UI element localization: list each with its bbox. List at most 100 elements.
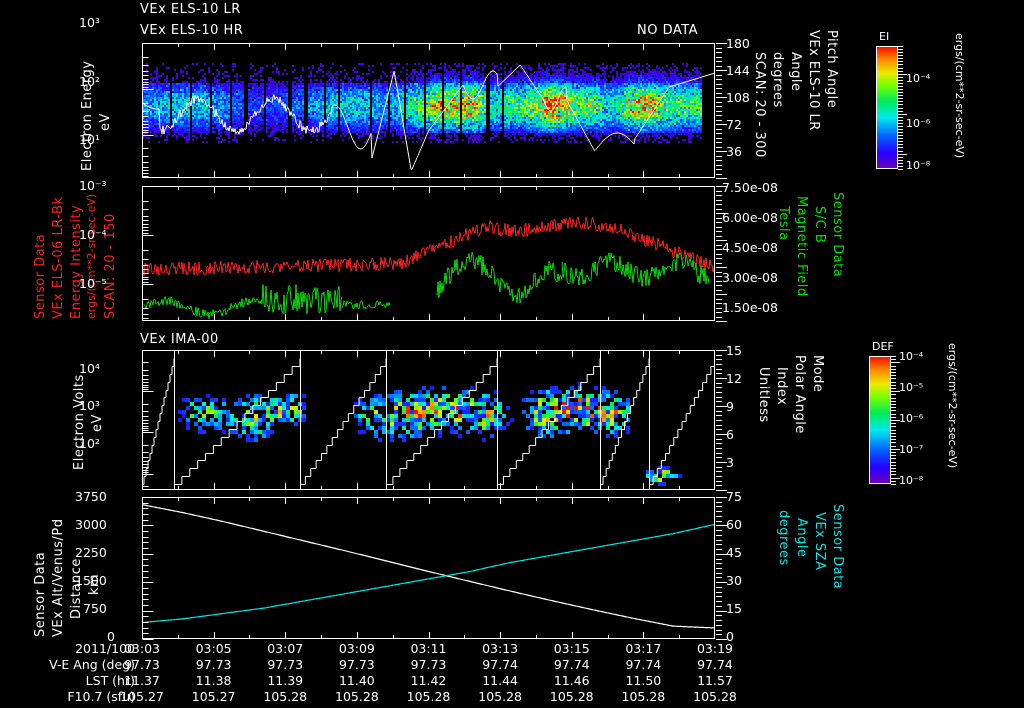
table-cell: 03:15 xyxy=(553,641,590,656)
table-cell: 11.38 xyxy=(195,673,232,688)
colorbar2-gradient xyxy=(869,356,891,484)
colorbar1-tick-1: 10⁻⁶ xyxy=(906,117,931,130)
panel2-rlabel-0: Sensor Data xyxy=(830,192,845,278)
table-cell: 97.73 xyxy=(195,657,232,672)
table-cell: 105.28 xyxy=(621,689,666,704)
table-cell: 03:05 xyxy=(195,641,232,656)
panel2-llabel-2: Energy Intensity xyxy=(69,204,84,319)
panel1-rlabel-0: Pitch Angle xyxy=(824,30,839,109)
panel4-ytick-3: 1500 xyxy=(75,573,107,588)
panel2-llabel-3: ergs/(cm**2-sr-sec-eV) xyxy=(85,193,98,319)
panel2-llabel-1: VEx ELS-06 LR-Bk xyxy=(51,196,66,319)
table-cell: 97.74 xyxy=(482,657,519,672)
axis-minor-ticks xyxy=(716,37,730,184)
panel2-rlabel-2: Magnetic Field xyxy=(794,196,809,297)
panel1-title-els10lr: VEx ELS-10 LR xyxy=(140,2,241,17)
table-cell: 97.74 xyxy=(625,657,662,672)
panel4-llabel-1: VEx Alt/Venus/Pd xyxy=(51,518,66,637)
colorbar2-tick-0: 10⁻⁴ xyxy=(899,350,924,363)
table-cell: 97.73 xyxy=(338,657,375,672)
panel3-ytick-1: 10³ xyxy=(79,398,100,413)
panel2-axis-ticks xyxy=(112,176,232,336)
panel2-llabel-0: Sensor Data xyxy=(33,233,48,319)
table-cell: 11.44 xyxy=(482,673,519,688)
colorbar2-ticks xyxy=(891,351,905,489)
panel4-rlabel-2: Angle xyxy=(794,518,809,558)
colorbar1-tick-0: 10⁻⁴ xyxy=(906,72,931,85)
colorbar1-unit: ergs/(cm**2-sr-sec-eV) xyxy=(953,33,966,159)
panel2-rtick-1: 6.00e-08 xyxy=(722,210,778,225)
table-row-label: LST (hr) xyxy=(85,673,135,688)
panel3-ylabel-line1: Electron Volts xyxy=(72,374,87,470)
colorbar2-frame xyxy=(869,356,891,484)
colorbar1-title: EI xyxy=(879,30,890,43)
panel2-rlabel-3: Tesla xyxy=(776,206,791,241)
table-cell: 03:09 xyxy=(338,641,375,656)
table-cell: 105.28 xyxy=(549,689,594,704)
bottom-data-table: 2011/100 03:03 03:05 03:07 03:09 03:11 03:13 03… xyxy=(0,641,1024,708)
panel1-ylabel-line2: eV xyxy=(98,113,113,131)
panel2-rlabel-1: S/C B xyxy=(812,206,827,244)
panel1-ytick-0: 10³ xyxy=(79,15,100,30)
colorbar2-unit: ergs/(cm**2-sr-sec-eV) xyxy=(946,343,959,469)
colorbar2-title: DEF xyxy=(872,340,894,353)
panel1-axis-ticks xyxy=(112,33,232,193)
table-cell: 11.37 xyxy=(124,673,160,688)
panel2-rtick-2: 4.50e-08 xyxy=(722,240,778,255)
panel1-rtick-1: 144 xyxy=(726,63,750,78)
panel2-rtick-4: 1.50e-08 xyxy=(722,300,778,315)
panel3-rlabel-2: Index xyxy=(774,367,789,406)
table-cell: 105.27 xyxy=(120,689,164,704)
panel2-rtick-3: 3.00e-08 xyxy=(722,270,778,285)
panel4-ytick-5: 0 xyxy=(107,629,115,644)
table-cell: 03:07 xyxy=(267,641,304,656)
table-cell: 97.73 xyxy=(124,657,160,672)
table-cell: 97.74 xyxy=(553,657,590,672)
panel3-rlabel-0: Mode xyxy=(810,355,825,393)
panel4-rlabel-3: degrees xyxy=(776,510,791,566)
table-cell: 11.50 xyxy=(625,673,662,688)
panel1-left-axis: Electron Energy eV xyxy=(43,43,138,178)
panel1-rlabel-1: VEx ELS-10 LR xyxy=(806,30,821,131)
table-cell: 03:11 xyxy=(410,641,447,656)
axis-minor-ticks xyxy=(716,491,730,645)
panel2-ytick-2: 10⁻⁵ xyxy=(79,276,107,291)
panel4-llabel-2: Distance xyxy=(69,558,84,619)
table-cell: 105.27 xyxy=(191,689,236,704)
colorbar1-tick-2: 10⁻⁸ xyxy=(906,159,931,172)
table-row-label: F10.7 (sfu) xyxy=(67,689,135,704)
panel1-no-data-label: NO DATA xyxy=(637,23,699,38)
table-cell: 03:03 xyxy=(123,641,161,656)
panel2-ytick-1: 10⁻⁴ xyxy=(79,227,107,242)
panel3-ytick-2: 10² xyxy=(79,436,100,451)
table-row-label: V-E Ang (deg) xyxy=(49,657,135,672)
panel4-ytick-0: 3750 xyxy=(75,489,107,504)
colorbar2-tick-2: 10⁻⁶ xyxy=(899,412,924,425)
table-cell: 03:19 xyxy=(696,641,734,656)
table-cell: 11.46 xyxy=(553,673,590,688)
panel4-axis-ticks xyxy=(112,487,232,653)
colorbar2-tick-4: 10⁻⁸ xyxy=(899,474,924,487)
panel2-traces xyxy=(142,186,715,321)
table-cell: 11.42 xyxy=(410,673,447,688)
panel1-rlabel-4: SCAN: 20 - 300 xyxy=(752,52,767,158)
panel3-rlabel-1: Polar Angle xyxy=(792,355,807,434)
panel4-rlabel-0: Sensor Data xyxy=(830,504,845,590)
panel4-llabel-0: Sensor Data xyxy=(33,551,48,637)
panel4-ytick-1: 3000 xyxy=(75,517,107,532)
table-cell: 11.39 xyxy=(267,673,304,688)
table-cell: 97.73 xyxy=(267,657,304,672)
table-cell: 105.28 xyxy=(406,689,451,704)
panel4-rlabel-1: VEx SZA xyxy=(812,512,827,571)
table-cell: 105.28 xyxy=(478,689,522,704)
panel4-curves xyxy=(142,497,715,639)
panel1-rtick-0: 180 xyxy=(726,36,750,51)
panel1-rtick-2: 108 xyxy=(726,90,750,105)
panel1-ytick-2: 10¹ xyxy=(79,132,100,147)
panel3-ytick-0: 10⁴ xyxy=(79,361,100,376)
panel1-ytick-1: 10² xyxy=(79,74,100,89)
table-cell: 97.74 xyxy=(697,657,733,672)
colorbar2-tick-1: 10⁻⁵ xyxy=(899,381,924,394)
table-cell: 105.28 xyxy=(693,689,737,704)
